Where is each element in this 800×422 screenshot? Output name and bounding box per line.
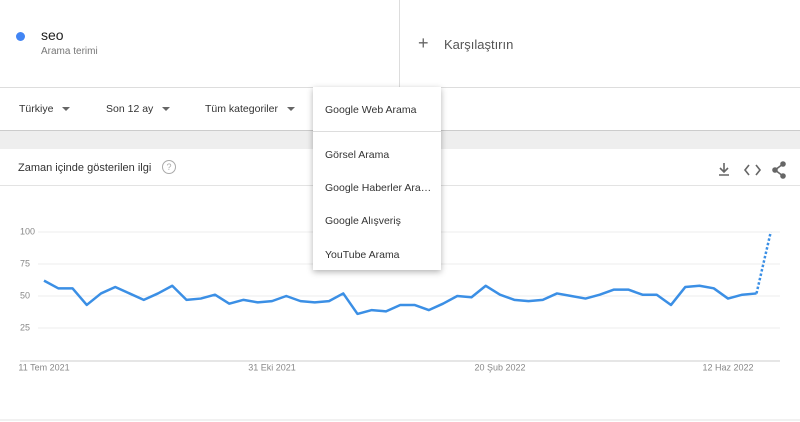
x-tick-label: 12 Haz 2022 (702, 362, 753, 372)
term-dot (16, 32, 25, 41)
y-tick-label: 75 (20, 258, 30, 268)
filter[interactable]: Tüm kategoriler (205, 103, 295, 115)
y-tick-label: 100 (20, 226, 35, 236)
help-icon[interactable]: ? (162, 160, 176, 174)
term-label: Arama terimi (41, 46, 98, 57)
term: seo (41, 27, 64, 43)
plus-icon: + (418, 33, 429, 53)
term-card[interactable]: seo Arama terimi (0, 0, 400, 88)
filter-label: Türkiye (19, 103, 54, 115)
line-partial (755, 231, 772, 294)
line (43, 279, 757, 316)
menu-item[interactable]: Görsel Arama (325, 149, 390, 161)
x-tick-label: 20 Şub 2022 (474, 362, 525, 372)
x-tick-label: 11 Tem 2021 (18, 362, 69, 372)
y-tick-label: 25 (20, 322, 30, 332)
search-type-menu: Google Web Arama Görsel Arama Google Hab… (313, 87, 441, 270)
filter[interactable]: Türkiye (19, 103, 71, 115)
menu-item[interactable]: Google Haberler Ara… (325, 182, 432, 194)
menu-item[interactable]: Google Web Arama (325, 104, 417, 116)
x-tick-label: 31 Eki 2021 (248, 362, 296, 372)
filter-label: Tüm kategoriler (205, 103, 278, 115)
filter[interactable]: Son 12 ay (106, 103, 171, 115)
y-tick-label: 50 (20, 290, 30, 300)
menu-divider (313, 131, 441, 132)
toolbar-icons[interactable] (712, 160, 792, 180)
compare: Karşılaştırın (444, 37, 514, 52)
menu-item[interactable]: Google Alışveriş (325, 215, 401, 227)
chart-title: Zaman içinde gösterilen ilgi (18, 162, 152, 174)
menu-item[interactable]: YouTube Arama (325, 249, 400, 261)
filter-label: Son 12 ay (106, 103, 154, 115)
compare-card[interactable]: + Karşılaştırın (400, 0, 800, 88)
